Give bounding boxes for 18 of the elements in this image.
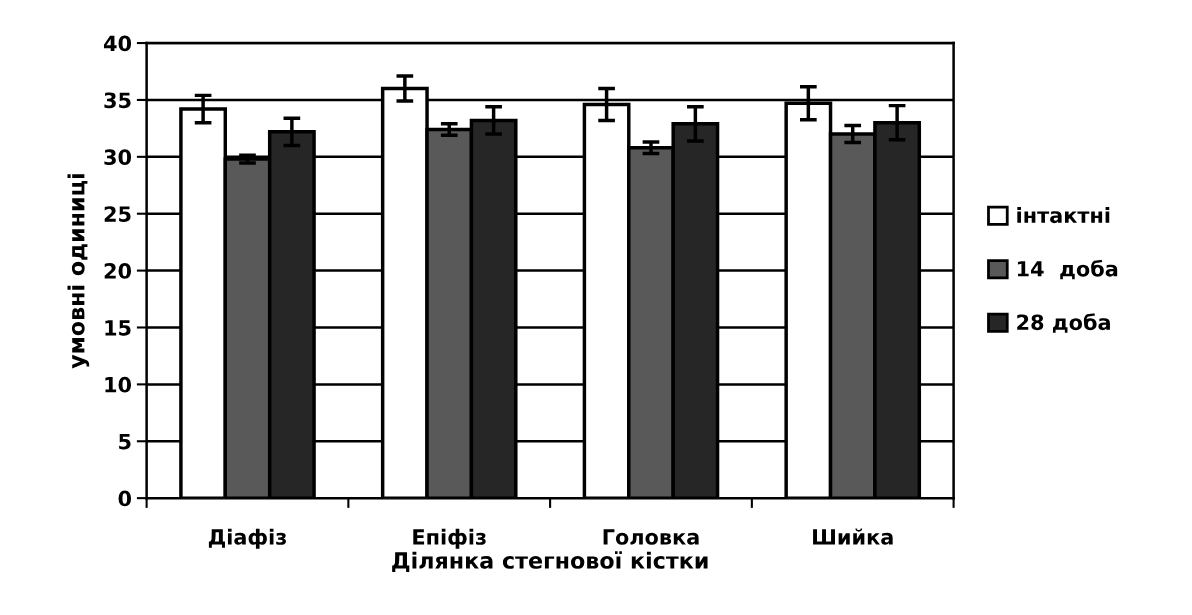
y-tick-label: 30	[104, 149, 132, 166]
y-tick-label: 20	[104, 263, 132, 279]
legend-label: 14 доба	[1017, 259, 1118, 280]
legend-label: 28 доба	[1017, 313, 1110, 333]
y-tick-label: 10	[105, 376, 132, 393]
y-tick-label: 5	[119, 433, 131, 450]
legend-label: інтактні	[1017, 207, 1110, 224]
y-axis-title: умовні одиниці	[67, 174, 90, 369]
x-tick-label: Головка	[603, 529, 699, 545]
y-tick-label: 15	[105, 320, 131, 336]
x-axis-title: Ділянка стегнової кістки	[392, 551, 708, 573]
x-tick-label: Шийка	[813, 528, 893, 545]
y-tick-label: 40	[103, 35, 132, 52]
y-tick-label: 25	[104, 206, 131, 222]
y-tick-label: 0	[118, 490, 132, 507]
x-tick-label: Епіфіз	[413, 528, 486, 549]
y-tick-label: 35	[104, 92, 131, 109]
x-tick-label: Діафіз	[208, 528, 286, 549]
